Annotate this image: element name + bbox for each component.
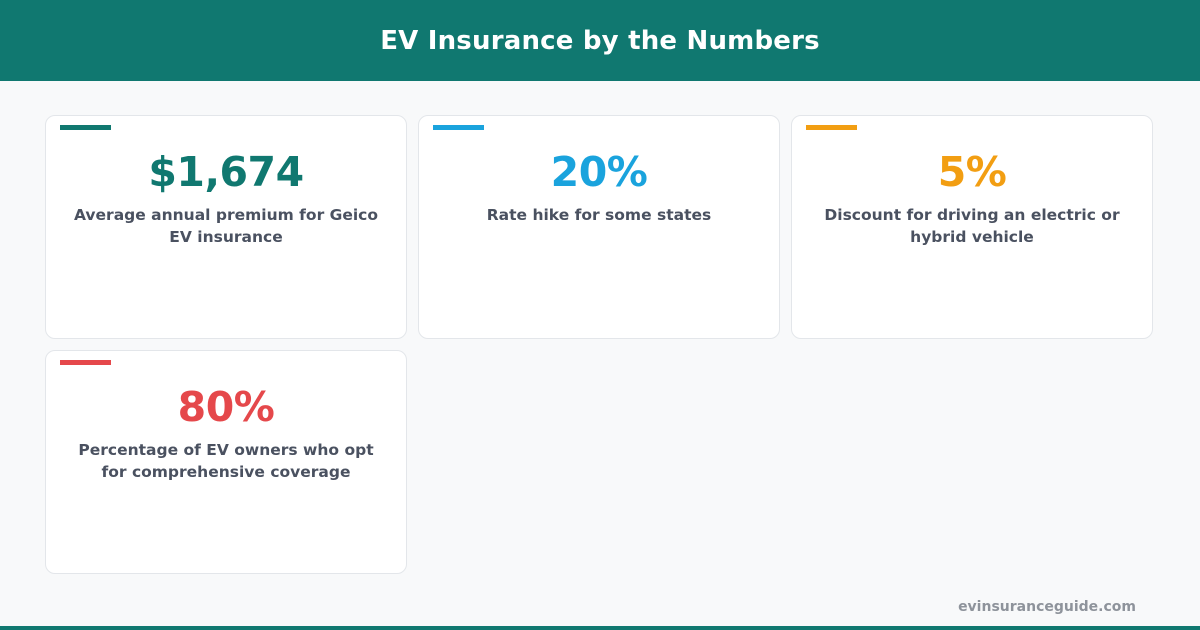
site-url: evinsuranceguide.com (958, 599, 1136, 615)
stat-description: Rate hike for some states (486, 206, 712, 224)
card-accent-bar (60, 360, 111, 365)
stat-card-discount: 5% Discount for driving an electric or h… (791, 115, 1153, 339)
card-accent-bar (433, 125, 484, 130)
page-title: EV Insurance by the Numbers (380, 25, 820, 56)
stat-value: 80% (177, 383, 275, 431)
card-accent-bar (806, 125, 857, 130)
card-accent-bar (60, 125, 111, 130)
bottom-accent-bar (0, 626, 1200, 630)
stat-value: $1,674 (148, 148, 304, 196)
stat-card-comprehensive: 80% Percentage of EV owners who opt for … (45, 350, 407, 574)
stat-value: 20% (550, 148, 648, 196)
stat-card-premium: $1,674 Average annual premium for Geico … (45, 115, 407, 339)
stat-description: Percentage of EV owners who opt for comp… (78, 441, 374, 481)
stat-card-rate-hike: 20% Rate hike for some states (418, 115, 780, 339)
header-banner: EV Insurance by the Numbers (0, 0, 1200, 81)
stat-value: 5% (937, 148, 1007, 196)
stat-description: Average annual premium for Geico EV insu… (73, 206, 378, 246)
stat-description: Discount for driving an electric or hybr… (824, 206, 1120, 246)
